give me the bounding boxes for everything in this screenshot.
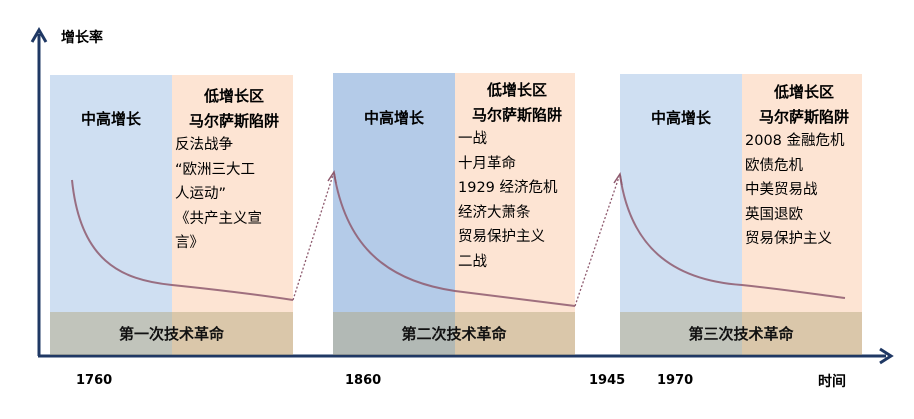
era2-malthus-trap-title: 马尔萨斯陷阱 — [471, 105, 562, 124]
era3-revolution-band: 第三次技术革命 — [620, 312, 862, 355]
era2-event: 经济大萧条 — [458, 204, 531, 221]
era3-low-growth-panel — [742, 74, 862, 355]
era3-low-growth-text: 低增长区 马尔萨斯陷阱 2008 金融危机 欧债危机 中美贸易战 英国退欧 贸易… — [745, 80, 863, 252]
era3-event: 2008 金融危机 — [745, 133, 845, 149]
year-1945: 1945 — [589, 373, 626, 388]
era2-high-growth-label: 中高增长 — [363, 109, 424, 127]
era1-malthus-trap-title: 马尔萨斯陷阱 — [188, 111, 279, 130]
era2-event: 十月革命 — [458, 155, 516, 172]
era2-revolution-label: 第二次技术革命 — [401, 325, 507, 343]
era2-revolution-band: 第二次技术革命 — [333, 312, 575, 355]
era3-high-growth-label: 中高增长 — [650, 109, 711, 127]
era2-low-growth-panel — [455, 73, 575, 355]
era1-event: 《共产主义宣 — [175, 210, 262, 227]
era1-event: 反法战争 — [175, 137, 233, 153]
year-1860: 1860 — [345, 373, 382, 388]
era2-high-growth-panel — [333, 73, 455, 355]
era3-malthus-trap-title: 马尔萨斯陷阱 — [758, 107, 849, 126]
era2-event: 贸易保护主义 — [458, 229, 545, 245]
x-axis-label: 时间 — [818, 374, 846, 390]
era2-event: 一战 — [458, 131, 487, 147]
era3-event: 欧债危机 — [745, 157, 803, 174]
era3-event: 中美贸易战 — [745, 182, 818, 198]
era2-low-growth-title: 低增长区 — [486, 81, 547, 99]
era1-revolution-band: 第一次技术革命 — [50, 312, 293, 355]
year-1760: 1760 — [76, 373, 113, 388]
era3-low-growth-title: 低增长区 — [773, 83, 834, 101]
era1-high-growth-panel — [50, 75, 172, 355]
era1-event: “欧洲三大工 — [175, 161, 256, 178]
era1-event: 言》 — [175, 235, 204, 251]
era3-high-growth-panel — [620, 74, 742, 355]
era1-event: 人运动” — [175, 186, 227, 202]
era3-revolution-label: 第三次技术革命 — [688, 325, 794, 343]
era1-high-growth-label: 中高增长 — [80, 110, 141, 128]
era2-event: 1929 经济危机 — [458, 180, 558, 196]
era2-event: 二战 — [458, 253, 487, 270]
era3-event: 英国退欧 — [745, 206, 803, 223]
era1-low-growth-text: 低增长区 马尔萨斯陷阱 反法战争 “欧洲三大工 人运动” 《共产主义宣 言》 — [175, 84, 293, 256]
era1-low-growth-panel — [172, 75, 293, 355]
y-axis-label: 增长率 — [61, 30, 103, 46]
era3-event: 贸易保护主义 — [745, 231, 832, 247]
era2-low-growth-text: 低增长区 马尔萨斯陷阱 一战 十月革命 1929 经济危机 经济大萧条 贸易保护… — [458, 78, 576, 274]
era1-revolution-label: 第一次技术革命 — [118, 325, 224, 343]
year-1970: 1970 — [657, 373, 694, 388]
era1-low-growth-title: 低增长区 — [203, 87, 264, 105]
